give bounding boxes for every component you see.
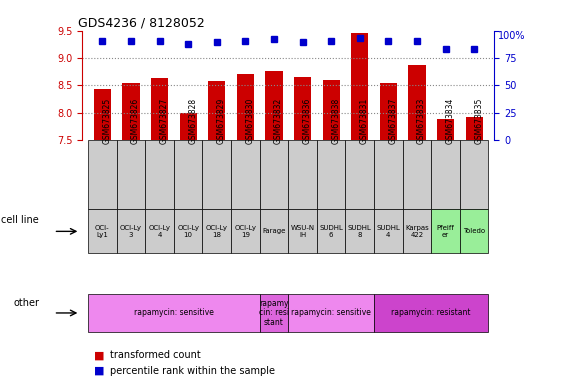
Text: rapamycin: resistant: rapamycin: resistant bbox=[391, 308, 471, 318]
Text: GSM673836: GSM673836 bbox=[303, 97, 312, 144]
Text: Farage: Farage bbox=[262, 228, 286, 234]
Text: WSU-N
IH: WSU-N IH bbox=[290, 225, 315, 238]
Text: GSM673826: GSM673826 bbox=[131, 98, 140, 144]
Text: ■: ■ bbox=[94, 366, 104, 376]
Bar bbox=[431, 140, 460, 209]
Text: GSM673838: GSM673838 bbox=[331, 98, 340, 144]
Bar bbox=[116, 140, 145, 209]
Text: Karpas
422: Karpas 422 bbox=[405, 225, 429, 238]
Text: GSM673833: GSM673833 bbox=[417, 97, 426, 144]
Bar bbox=[345, 140, 374, 209]
Bar bbox=[431, 209, 460, 253]
Bar bbox=[408, 65, 425, 140]
Bar bbox=[288, 140, 317, 209]
Text: Toledo: Toledo bbox=[463, 228, 485, 234]
Bar bbox=[437, 119, 454, 140]
Bar bbox=[202, 140, 231, 209]
Bar bbox=[260, 209, 289, 253]
Text: 100%: 100% bbox=[498, 31, 526, 41]
Bar bbox=[374, 140, 403, 209]
Bar bbox=[88, 294, 260, 332]
Text: cell line: cell line bbox=[1, 215, 39, 225]
Text: OCI-Ly
3: OCI-Ly 3 bbox=[120, 225, 142, 238]
Text: GSM673825: GSM673825 bbox=[102, 98, 111, 144]
Bar bbox=[345, 209, 374, 253]
Bar bbox=[288, 294, 374, 332]
Bar bbox=[151, 78, 168, 140]
Bar bbox=[294, 77, 311, 140]
Bar bbox=[88, 140, 116, 209]
Text: OCI-
Ly1: OCI- Ly1 bbox=[95, 225, 110, 238]
Text: SUDHL
6: SUDHL 6 bbox=[319, 225, 343, 238]
Bar bbox=[380, 83, 397, 140]
Text: OCI-Ly
19: OCI-Ly 19 bbox=[235, 225, 256, 238]
Text: OCI-Ly
10: OCI-Ly 10 bbox=[177, 225, 199, 238]
Text: rapamycin: sensitive: rapamycin: sensitive bbox=[291, 308, 371, 318]
Bar bbox=[288, 209, 317, 253]
Text: percentile rank within the sample: percentile rank within the sample bbox=[110, 366, 274, 376]
Text: transformed count: transformed count bbox=[110, 350, 201, 360]
Text: GSM673834: GSM673834 bbox=[445, 97, 454, 144]
Bar bbox=[145, 209, 174, 253]
Text: GSM673831: GSM673831 bbox=[360, 98, 369, 144]
Text: GSM673828: GSM673828 bbox=[188, 98, 197, 144]
Bar bbox=[323, 80, 340, 140]
Bar bbox=[202, 209, 231, 253]
Bar bbox=[174, 209, 202, 253]
Bar bbox=[116, 209, 145, 253]
Text: GSM673830: GSM673830 bbox=[245, 97, 254, 144]
Text: rapamycin: sensitive: rapamycin: sensitive bbox=[134, 308, 214, 318]
Text: OCI-Ly
4: OCI-Ly 4 bbox=[149, 225, 170, 238]
Text: GSM673829: GSM673829 bbox=[217, 98, 225, 144]
Text: SUDHL
8: SUDHL 8 bbox=[348, 225, 371, 238]
Bar bbox=[460, 140, 488, 209]
Bar bbox=[174, 140, 202, 209]
Bar bbox=[237, 74, 254, 140]
Bar bbox=[179, 113, 197, 140]
Bar bbox=[317, 209, 345, 253]
Bar bbox=[88, 209, 116, 253]
Text: GDS4236 / 8128052: GDS4236 / 8128052 bbox=[78, 17, 205, 30]
Text: ■: ■ bbox=[94, 350, 104, 360]
Text: GSM673835: GSM673835 bbox=[474, 97, 483, 144]
Bar bbox=[403, 140, 431, 209]
Bar bbox=[460, 209, 488, 253]
Bar bbox=[265, 71, 282, 140]
Text: OCI-Ly
18: OCI-Ly 18 bbox=[206, 225, 228, 238]
Text: rapamy
cin: resi
stant: rapamy cin: resi stant bbox=[259, 299, 289, 327]
Text: SUDHL
4: SUDHL 4 bbox=[377, 225, 400, 238]
Bar bbox=[260, 140, 289, 209]
Bar bbox=[231, 140, 260, 209]
Text: GSM673827: GSM673827 bbox=[160, 98, 169, 144]
Text: other: other bbox=[13, 298, 39, 308]
Bar bbox=[231, 209, 260, 253]
Text: GSM673837: GSM673837 bbox=[389, 97, 398, 144]
Text: Pfeiff
er: Pfeiff er bbox=[437, 225, 454, 238]
Bar bbox=[94, 89, 111, 140]
Text: GSM673832: GSM673832 bbox=[274, 98, 283, 144]
Bar bbox=[466, 117, 483, 140]
Bar bbox=[208, 81, 225, 140]
Bar bbox=[374, 209, 403, 253]
Bar bbox=[145, 140, 174, 209]
Bar bbox=[317, 140, 345, 209]
Bar bbox=[260, 294, 289, 332]
Bar bbox=[122, 83, 140, 140]
Bar bbox=[374, 294, 488, 332]
Bar bbox=[403, 209, 431, 253]
Bar bbox=[351, 33, 368, 140]
